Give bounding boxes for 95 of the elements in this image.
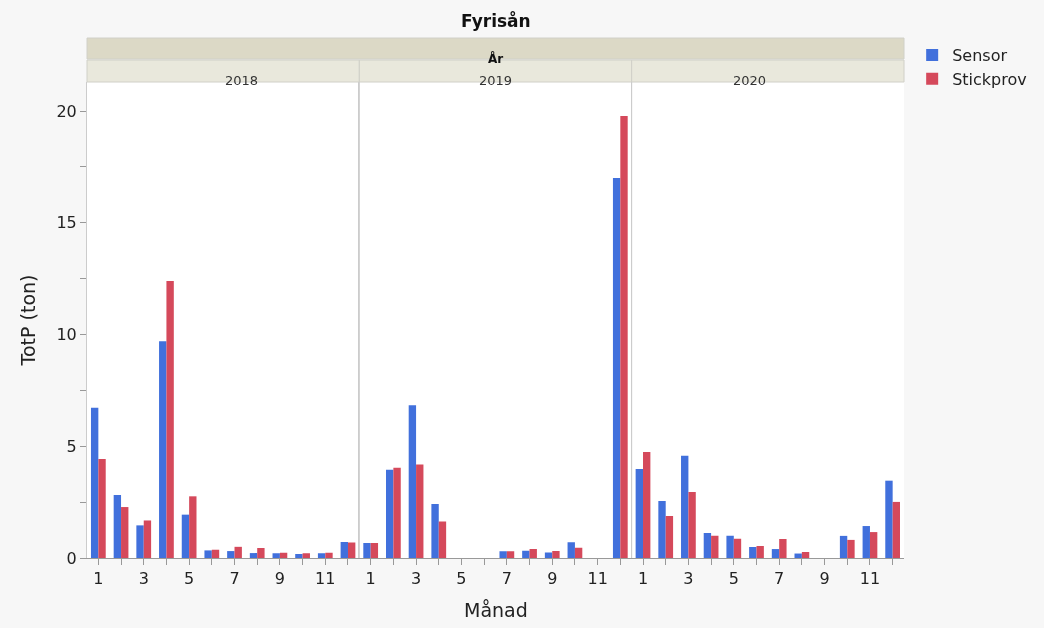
- bar: [862, 526, 870, 558]
- bar: [143, 520, 152, 558]
- x-tick-label: 5: [728, 569, 739, 589]
- x-tick-label: 1: [637, 569, 649, 589]
- bar: [370, 543, 379, 558]
- bar: [347, 542, 356, 558]
- chart-subtitle: 2019: [479, 73, 513, 88]
- y-tick-label: 10: [56, 325, 77, 345]
- bar: [529, 549, 537, 558]
- x-tick-label: 3: [683, 569, 694, 589]
- bar: [272, 553, 280, 558]
- bar: [892, 501, 901, 558]
- bar: [703, 532, 712, 558]
- x-tick-label: 1: [365, 569, 376, 589]
- y-tick-label: 5: [66, 436, 77, 456]
- y-tick-label: 0: [66, 548, 77, 568]
- bar: [506, 551, 515, 558]
- legend-label: Stickprov: [952, 69, 1027, 89]
- x-tick-label: 11: [587, 569, 608, 589]
- bar: [302, 553, 310, 558]
- y-tick-label: 15: [56, 213, 77, 233]
- bar: [749, 547, 757, 558]
- bar: [756, 545, 764, 558]
- x-tick-label: 11: [859, 569, 881, 589]
- bar: [211, 549, 220, 558]
- text: År: [488, 51, 504, 66]
- bar: [386, 469, 394, 558]
- bar: [499, 551, 507, 558]
- bar: [839, 535, 848, 558]
- x-tick-label: 3: [410, 569, 422, 589]
- bar: [544, 552, 553, 558]
- bar: [847, 539, 855, 558]
- bar: [98, 459, 106, 558]
- bar: [249, 553, 258, 558]
- x-tick-label: 9: [547, 569, 558, 589]
- bar: [733, 538, 742, 558]
- x-tick-label: 3: [138, 569, 149, 589]
- bar: [438, 521, 447, 558]
- bar: [159, 341, 167, 558]
- bar: [794, 553, 802, 558]
- bar: [643, 452, 651, 558]
- x-tick-label: 5: [456, 569, 467, 589]
- bar: [620, 115, 628, 558]
- bar: [363, 543, 371, 558]
- bar: [779, 539, 787, 558]
- bar: [612, 178, 621, 558]
- bar: [552, 551, 560, 558]
- legend-label: Sensor: [952, 46, 1008, 66]
- bar: [416, 464, 424, 558]
- bar: [393, 467, 401, 558]
- bar: [121, 507, 129, 558]
- x-tick-label: 7: [501, 569, 512, 589]
- x-tick-label: 7: [229, 569, 240, 589]
- bar: [726, 535, 734, 558]
- bar: [869, 532, 878, 558]
- bar: [567, 542, 575, 558]
- bar: [431, 503, 439, 558]
- chart-title: Fyrisån: [461, 10, 531, 31]
- bar: [204, 550, 212, 558]
- bar: [257, 547, 265, 558]
- bar: [408, 405, 417, 558]
- bar: [665, 515, 674, 558]
- bar: [574, 547, 583, 558]
- bar: [189, 496, 197, 558]
- bar: [801, 551, 810, 558]
- x-tick-label: 1: [93, 569, 104, 589]
- bar: [90, 407, 99, 558]
- bar: [771, 549, 780, 558]
- bar: [325, 552, 333, 558]
- bar: [885, 480, 893, 558]
- bar: [113, 494, 122, 558]
- bar: [711, 535, 719, 558]
- bar: [681, 455, 689, 558]
- bar: [136, 525, 144, 558]
- x-axis-title: Månad: [464, 599, 528, 621]
- y-tick-label: 20: [56, 101, 77, 121]
- y-axis-title: TotP (ton): [17, 274, 40, 367]
- bar: [234, 546, 242, 558]
- bar: [658, 501, 666, 558]
- chart-subtitle: 2020: [733, 73, 767, 88]
- bar: [181, 514, 190, 558]
- bar: [317, 553, 326, 558]
- bar: [227, 551, 235, 558]
- bar: [295, 553, 303, 558]
- x-tick-label: 7: [774, 569, 785, 589]
- bar: [340, 541, 348, 558]
- x-tick-label: 5: [184, 569, 195, 589]
- x-tick-label: 11: [315, 569, 336, 589]
- bar: [166, 280, 174, 558]
- x-tick-label: 9: [274, 569, 285, 589]
- chart-subtitle: 2018: [225, 73, 259, 88]
- bar: [522, 550, 530, 558]
- bar: [635, 469, 644, 558]
- bar: [688, 492, 696, 558]
- x-tick-label: 9: [819, 569, 830, 589]
